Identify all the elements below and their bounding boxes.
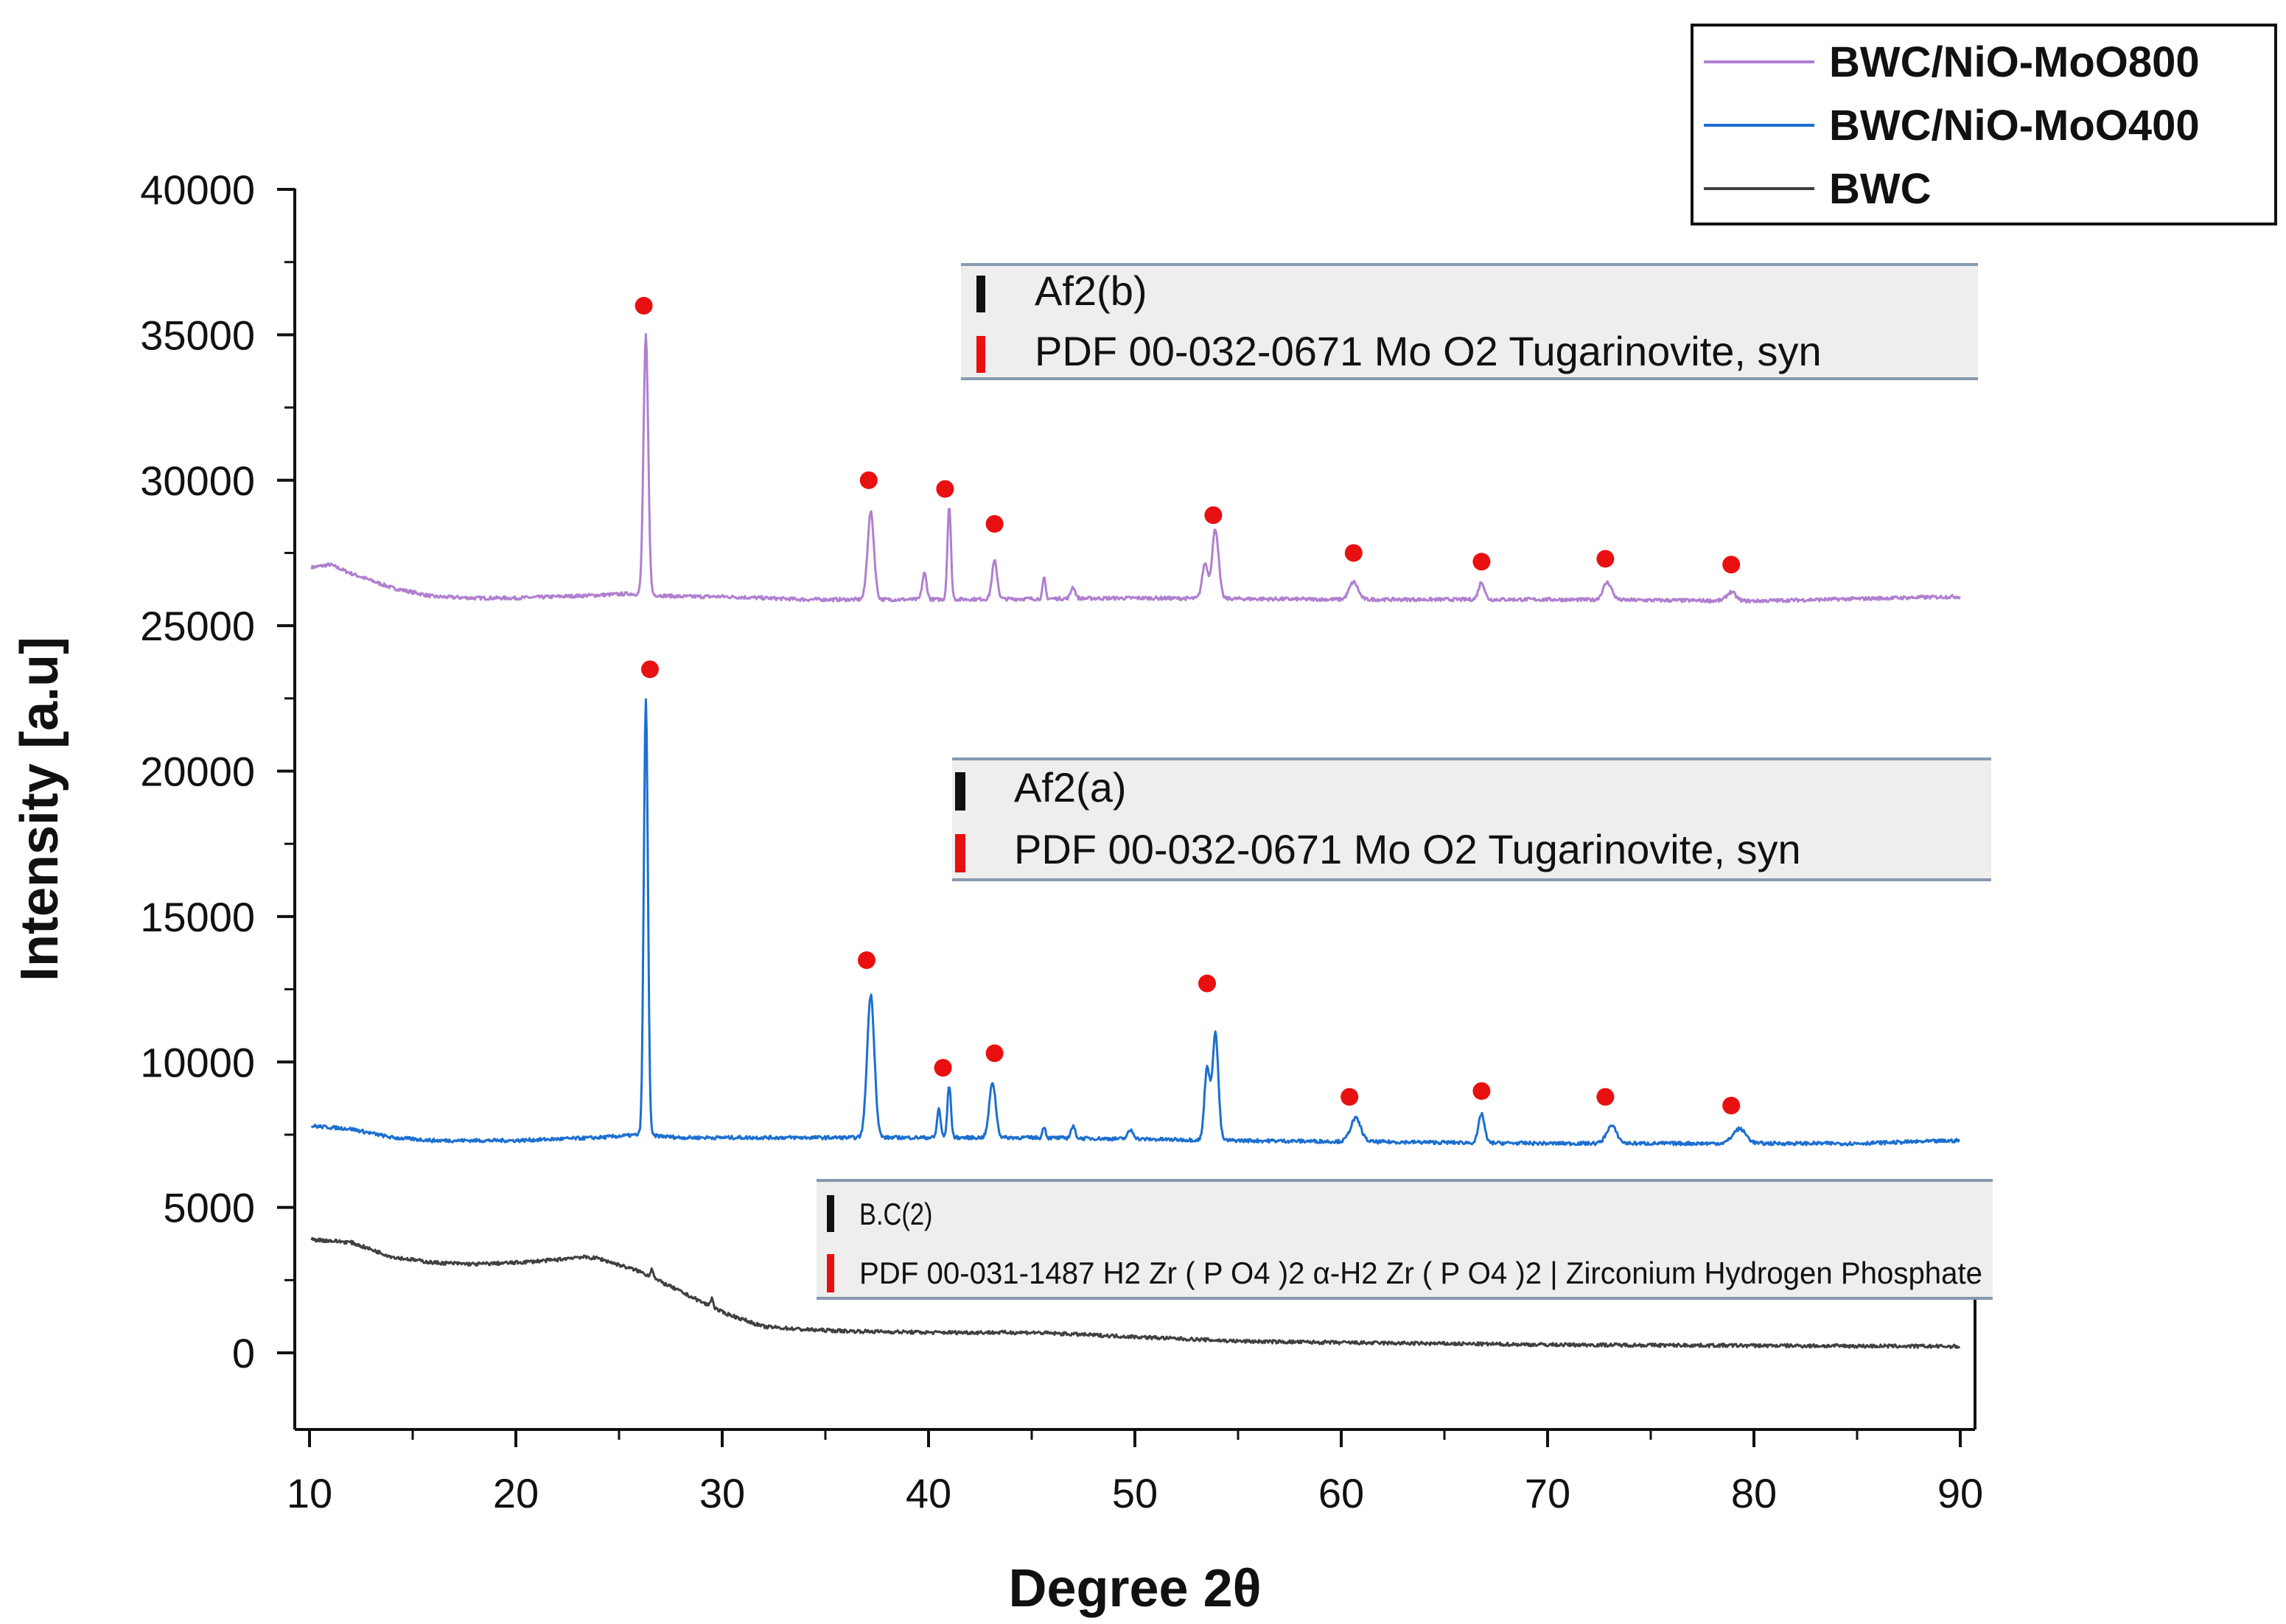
sample-marker-black: [976, 276, 985, 312]
reference-box-af2a: Af2(a) PDF 00-032-0671 Mo O2 Tugarinovit…: [952, 757, 1991, 881]
y-tick-label: 10000: [140, 1039, 255, 1085]
sample-marker-black: [955, 772, 965, 811]
reference-box-bc2-bg: [817, 1179, 1993, 1300]
x-tick-label: 20: [493, 1470, 539, 1516]
legend-label-bwc: BWC: [1829, 165, 1932, 213]
y-tick-label: 5000: [163, 1185, 255, 1231]
y-axis-title: Intensity [a.u]: [10, 637, 69, 981]
x-tick-label: 60: [1318, 1470, 1364, 1516]
y-tick-label: 0: [232, 1330, 255, 1376]
peak-marker-moo800: [859, 471, 878, 489]
reference-box-af2b-phase: PDF 00-032-0671 Mo O2 Tugarinovite, syn: [1035, 328, 1822, 374]
x-tick-label: 30: [699, 1470, 745, 1516]
reference-box-af2b-bg: [961, 263, 1978, 379]
peak-marker-moo800: [1472, 553, 1491, 571]
peak-marker-moo800: [1344, 544, 1363, 562]
y-tick-label: 15000: [140, 894, 255, 940]
x-axis-ticks: 10 20 30 40 50 60 70 80 90: [287, 1429, 1983, 1516]
peak-marker-moo400: [934, 1059, 952, 1077]
x-tick-label: 90: [1937, 1470, 1983, 1516]
peak-marker-moo800: [936, 480, 954, 498]
reference-box-af2b-sample: Af2(b): [1035, 267, 1147, 314]
reference-box-bc2-phase: PDF 00-031-1487 H2 Zr ( P O4 )2 α-H2 Zr …: [859, 1256, 1982, 1290]
peak-marker-layer: [635, 296, 1741, 1115]
reference-box-bc2: B.C(2) PDF 00-031-1487 H2 Zr ( P O4 )2 α…: [817, 1179, 1993, 1300]
peak-marker-moo800: [1204, 506, 1223, 525]
y-tick-label: 40000: [140, 167, 255, 213]
reference-box-af2a-phase: PDF 00-032-0671 Mo O2 Tugarinovite, syn: [1014, 826, 1801, 872]
y-tick-label: 25000: [140, 603, 255, 649]
phase-marker-red: [976, 336, 985, 373]
series-line-bwc-nio-moo800: [310, 332, 1961, 604]
y-tick-label: 30000: [140, 458, 255, 504]
peak-marker-moo400: [858, 951, 875, 970]
peak-marker-moo800: [1596, 550, 1615, 568]
series-line-bwc-nio-moo400: [310, 698, 1960, 1147]
x-tick-label: 70: [1525, 1470, 1570, 1516]
peak-marker-moo400: [641, 660, 659, 679]
reference-box-af2b: Af2(b) PDF 00-032-0671 Mo O2 Tugarinovit…: [961, 263, 1978, 380]
peak-marker-moo800: [635, 296, 653, 315]
y-tick-label: 20000: [140, 749, 255, 795]
reference-box-af2a-sample: Af2(a): [1014, 764, 1127, 811]
peak-marker-moo800: [985, 514, 1004, 533]
sample-marker-black: [827, 1195, 834, 1232]
reference-box-bc2-sample: B.C(2): [859, 1197, 932, 1232]
phase-marker-red: [827, 1254, 834, 1292]
peak-marker-moo400: [985, 1044, 1004, 1063]
peak-marker-moo800: [1722, 556, 1741, 574]
peak-marker-moo400: [1596, 1088, 1615, 1106]
legend: BWC/NiO-MoO800 BWC/NiO-MoO400 BWC: [1691, 24, 2277, 225]
peak-marker-moo400: [1341, 1088, 1359, 1106]
legend-label-bwc-nio-moo800: BWC/NiO-MoO800: [1829, 38, 2200, 86]
peak-marker-moo400: [1722, 1096, 1741, 1115]
legend-label-bwc-nio-moo400: BWC/NiO-MoO400: [1829, 102, 2200, 150]
x-axis-title: Degree 2θ: [1008, 1559, 1261, 1618]
x-tick-label: 80: [1731, 1470, 1777, 1516]
peak-marker-moo400: [1198, 974, 1216, 993]
x-tick-label: 50: [1112, 1470, 1158, 1516]
x-tick-label: 40: [906, 1470, 951, 1516]
peak-marker-moo400: [1472, 1082, 1491, 1100]
y-tick-label: 35000: [140, 312, 255, 358]
reference-box-af2a-bg: [952, 757, 1991, 881]
phase-marker-red: [955, 834, 965, 872]
series-layer: [310, 332, 1961, 1350]
x-tick-label: 10: [287, 1470, 332, 1516]
y-axis-ticks: 0 5000 10000 15000 20000 25000 30000 35000 40000: [140, 167, 295, 1376]
series-line-bwc: [310, 1236, 1961, 1350]
